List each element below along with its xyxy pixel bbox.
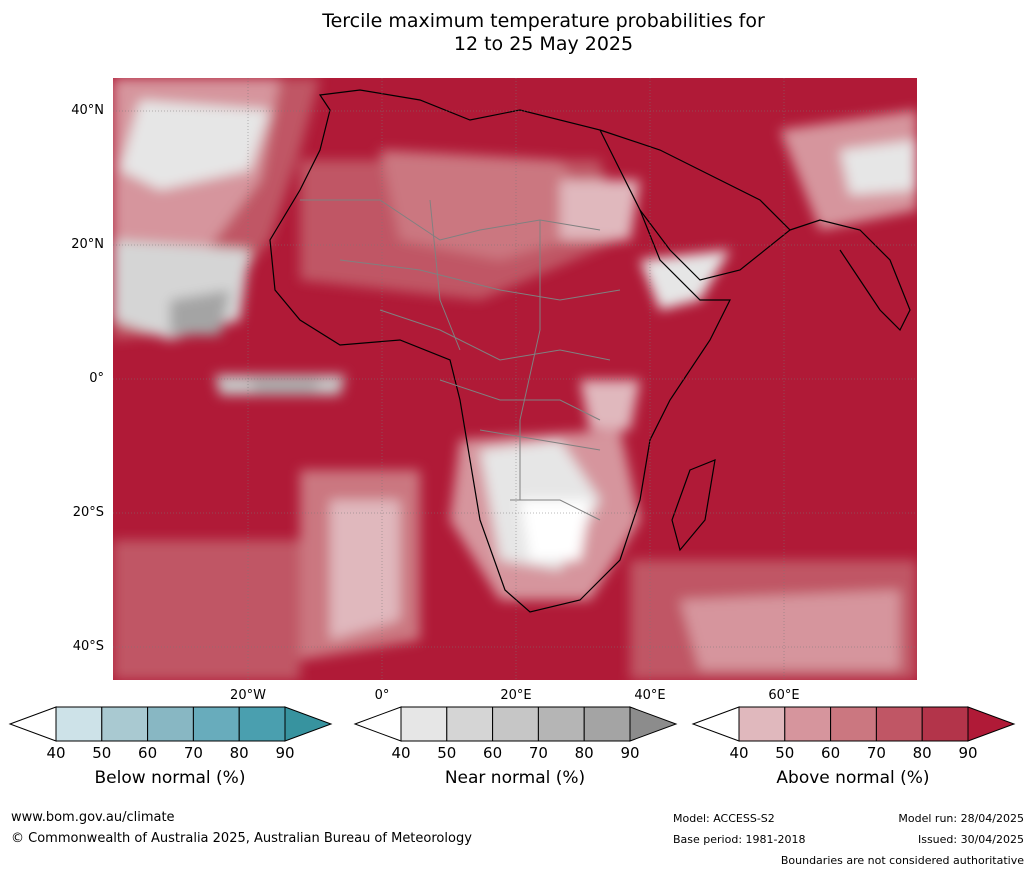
- colorbar-near-normal: [353, 706, 678, 742]
- lon-label-40e: 40°E: [634, 688, 666, 703]
- colorbar-near-tick: 90: [620, 744, 640, 762]
- lat-label-20s: 20°S: [72, 505, 104, 520]
- country-borders: [300, 199, 621, 521]
- colorbar-above-tick: 60: [821, 744, 841, 762]
- lon-label-20w: 20°W: [230, 688, 266, 703]
- colorbar-below-title: Below normal (%): [94, 768, 246, 788]
- colorbar-below-segment: [238, 706, 286, 742]
- lat-label-40n: 40°N: [71, 103, 104, 118]
- colorbar-below-tick: 50: [92, 744, 112, 762]
- lon-label-20e: 20°E: [500, 688, 532, 703]
- colorbar-below-tick: 40: [46, 744, 66, 762]
- colorbar-near-extend-high: [629, 706, 678, 742]
- colorbar-below-segment: [101, 706, 149, 742]
- title-line-1: Tercile maximum temperature probabilitie…: [322, 10, 765, 32]
- colorbar-above-title: Above normal (%): [776, 768, 930, 788]
- colorbar-near-extend-low: [353, 706, 402, 742]
- colorbar-below-tick: 80: [229, 744, 249, 762]
- lat-label-40s: 40°S: [72, 639, 104, 654]
- footer-disclaimer: Boundaries are not considered authoritat…: [780, 854, 1024, 867]
- colorbar-near-tick: 80: [574, 744, 594, 762]
- lat-label-0: 0°: [89, 371, 104, 386]
- colorbar-above-tick: 50: [775, 744, 795, 762]
- colorbar-above-extend-low: [691, 706, 740, 742]
- colorbar-near-tick: 40: [391, 744, 411, 762]
- coastlines: [269, 89, 911, 613]
- colorbar-above-tick: 80: [912, 744, 932, 762]
- colorbar-below-normal: [8, 706, 333, 742]
- colorbar-near-tick: 60: [483, 744, 503, 762]
- colorbar-below-segment: [55, 706, 103, 742]
- colorbar-above-segment: [921, 706, 969, 742]
- colorbar-above-tick: 40: [729, 744, 749, 762]
- colorbar-below-tick: 60: [138, 744, 158, 762]
- colorbar-above-segment: [738, 706, 786, 742]
- footer-website: www.bom.gov.au/climate: [11, 810, 175, 825]
- colorbar-above-segment: [875, 706, 923, 742]
- lat-label-20n: 20°N: [71, 237, 104, 252]
- footer-model-run: Model run: 28/04/2025: [898, 812, 1024, 825]
- footer-base-period: Base period: 1981-2018: [673, 833, 806, 846]
- footer-issued: Issued: 30/04/2025: [917, 833, 1024, 846]
- colorbar-near-title: Near normal (%): [444, 768, 586, 788]
- colorbar-near-segment: [537, 706, 585, 742]
- colorbar-below-extend-high: [284, 706, 333, 742]
- map-title: Tercile maximum temperature probabilitie…: [0, 10, 1035, 56]
- graticule: [113, 78, 917, 680]
- colorbar-above-segment: [784, 706, 832, 742]
- colorbar-below-segment: [192, 706, 240, 742]
- footer-copyright: © Commonwealth of Australia 2025, Austra…: [11, 831, 472, 846]
- colorbar-below-tick: 70: [183, 744, 203, 762]
- colorbar-near-tick: 70: [528, 744, 548, 762]
- footer-model: Model: ACCESS-S2: [673, 812, 775, 825]
- colorbar-near-segment: [583, 706, 631, 742]
- lon-label-60e: 60°E: [768, 688, 800, 703]
- colorbar-above-tick: 70: [866, 744, 886, 762]
- title-line-2: 12 to 25 May 2025: [453, 33, 634, 55]
- colorbar-near-tick: 50: [437, 744, 457, 762]
- colorbar-above-segment: [830, 706, 877, 742]
- lon-label-0: 0°: [374, 688, 390, 703]
- colorbar-near-segment: [400, 706, 448, 742]
- map-field: [113, 78, 917, 680]
- colorbar-near-segment: [446, 706, 494, 742]
- colorbar-below-tick: 90: [275, 744, 295, 762]
- colorbar-below-segment: [147, 706, 194, 742]
- colorbar-above-extend-high: [967, 706, 1016, 742]
- colorbar-above-normal: [691, 706, 1016, 742]
- colorbar-below-extend-low: [8, 706, 57, 742]
- colorbar-near-segment: [492, 706, 539, 742]
- colorbar-above-tick: 90: [958, 744, 978, 762]
